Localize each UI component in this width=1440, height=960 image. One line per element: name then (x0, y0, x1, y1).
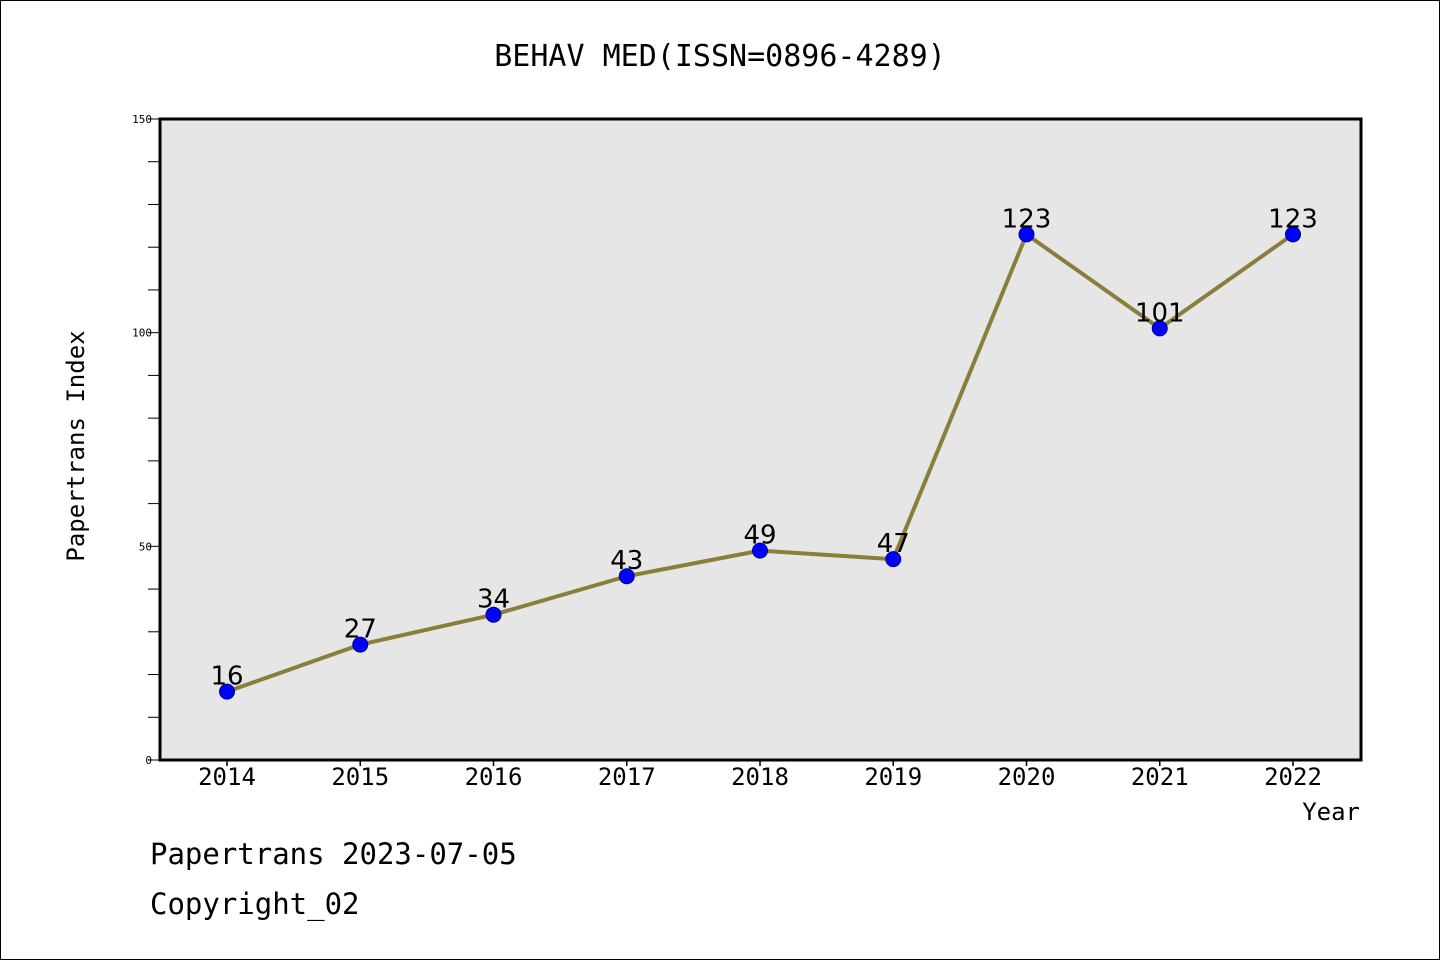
y-axis: 0 50 100 150 (132, 113, 160, 767)
footer-date: Papertrans 2023-07-05 (150, 837, 517, 871)
data-label: 49 (743, 521, 776, 551)
data-point (1151, 320, 1168, 337)
x-tick-label: 2020 (998, 763, 1056, 791)
y-tick-label: 100 (132, 327, 152, 340)
data-label: 123 (1002, 204, 1052, 234)
chart-title: BEHAV MED(ISSN=0896-4289) (494, 39, 946, 74)
data-point (1285, 226, 1301, 243)
x-tick-label: 2016 (465, 763, 523, 791)
x-axis: 2014 2015 2016 2017 2018 2019 2020 2021 2022 (198, 760, 1322, 791)
data-point (618, 568, 635, 585)
x-axis-label: Year (1302, 798, 1360, 826)
x-tick-label: 2019 (864, 763, 922, 791)
data-point (1018, 226, 1035, 243)
x-tick-label: 2021 (1131, 763, 1189, 791)
y-tick-label: 50 (139, 540, 152, 553)
plot-area (158, 117, 1363, 762)
data-label: 16 (210, 662, 243, 692)
y-tick-label: 0 (145, 754, 152, 767)
data-point (485, 606, 502, 623)
footer-copyright: Copyright_02 (150, 887, 360, 922)
y-axis-label: Papertrans Index (62, 330, 90, 561)
data-label: 27 (344, 615, 377, 645)
data-point (352, 636, 369, 653)
x-tick-label: 2017 (598, 763, 656, 791)
x-tick-label: 2018 (731, 763, 789, 791)
data-point (885, 551, 902, 568)
data-label: 43 (610, 546, 643, 576)
data-labels: 16 27 34 43 49 47 123 101 123 (210, 204, 1317, 691)
x-tick-label: 2014 (198, 763, 256, 791)
data-label: 47 (877, 529, 910, 559)
data-points (219, 226, 1301, 700)
x-tick-label: 2015 (331, 763, 389, 791)
data-label: 34 (477, 585, 510, 615)
x-tick-label: 2022 (1264, 763, 1322, 791)
data-label: 101 (1135, 298, 1185, 328)
y-tick-label: 150 (132, 113, 152, 126)
data-point (219, 683, 235, 700)
data-label: 123 (1268, 204, 1318, 234)
data-point (752, 542, 768, 559)
